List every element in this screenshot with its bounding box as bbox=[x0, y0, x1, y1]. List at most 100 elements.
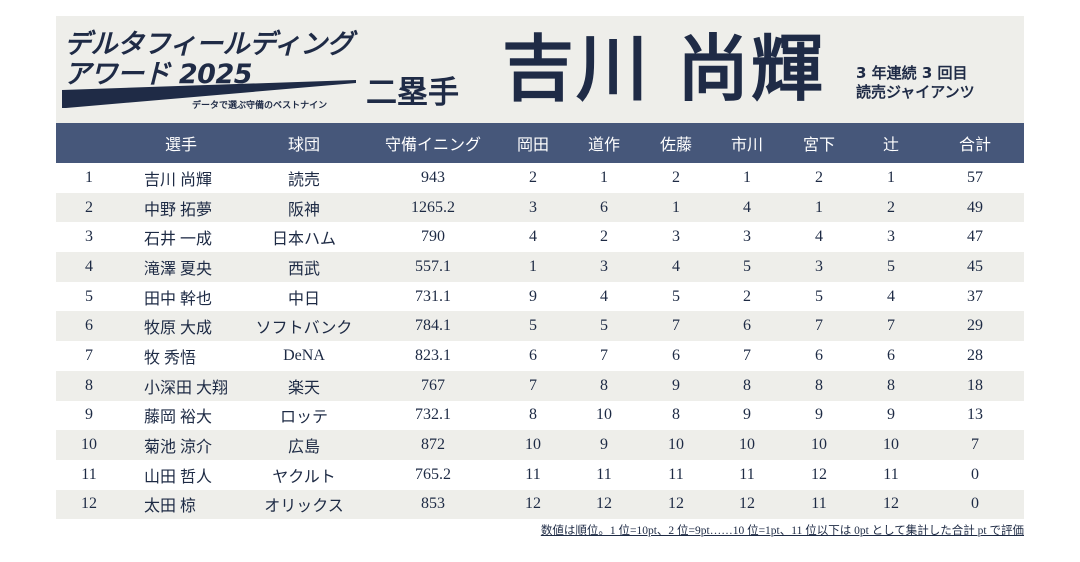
cell-miyashita: 4 bbox=[815, 228, 823, 246]
ranking-table: 選手 球団 守備イニング 岡田 道作 佐藤 市川 宮下辻合計 1 吉川 尚輝 読売 943 2 1 2 1 2… bbox=[56, 123, 1024, 520]
cell-total: 57 bbox=[967, 168, 983, 186]
cell-innings: 767 bbox=[421, 376, 445, 394]
cell-sato: 3 bbox=[672, 228, 680, 246]
table-row: 5 田中 幹也 中日 731.1 9 4 5 2 5 4 37 bbox=[56, 281, 1024, 312]
cell-team: ヤクルト bbox=[272, 468, 336, 486]
column-header-team: 球団 bbox=[287, 137, 320, 154]
cell-ichikawa: 4 bbox=[743, 198, 751, 216]
cell-okada: 12 bbox=[525, 495, 541, 513]
logo-swoosh bbox=[62, 80, 356, 108]
cell-sato: 12 bbox=[668, 495, 684, 513]
table-row: 8 小深田 大翔 楽天 767 7 8 9 8 8 8 18 bbox=[56, 370, 1024, 401]
cell-dosaku: 2 bbox=[600, 228, 608, 246]
cell-rank: 1 bbox=[85, 168, 93, 186]
cell-sato: 1 bbox=[672, 198, 680, 216]
cell-tsuji: 11 bbox=[883, 465, 899, 483]
cell-innings: 1265.2 bbox=[411, 198, 455, 216]
table-row: 10 菊池 涼介 広島 872 10 9 10 10 10 10 7 bbox=[56, 430, 1024, 460]
cell-sato: 2 bbox=[672, 168, 680, 186]
cell-team: DeNA bbox=[283, 346, 325, 364]
cell-team: 楽天 bbox=[287, 379, 320, 397]
cell-sato: 8 bbox=[672, 406, 680, 424]
cell-ichikawa: 5 bbox=[743, 257, 751, 275]
cell-tsuji: 10 bbox=[883, 436, 899, 454]
cell-ichikawa: 12 bbox=[739, 495, 755, 513]
cell-ichikawa: 1 bbox=[743, 168, 751, 186]
cell-player: 牧原 大成 bbox=[144, 320, 213, 338]
cell-player: 吉川 尚輝 bbox=[144, 171, 213, 189]
cell-innings: 731.1 bbox=[415, 287, 451, 305]
cell-innings: 784.1 bbox=[415, 317, 451, 335]
cell-dosaku: 11 bbox=[596, 465, 612, 483]
column-header-player: 選手 bbox=[164, 137, 197, 154]
cell-miyashita: 1 bbox=[815, 198, 823, 216]
cell-ichikawa: 11 bbox=[739, 465, 755, 483]
cell-dosaku: 8 bbox=[600, 376, 608, 394]
cell-team: ロッテ bbox=[279, 409, 328, 427]
cell-player: 中野 拓夢 bbox=[144, 201, 213, 219]
cell-team: ソフトバンク bbox=[255, 320, 353, 338]
cell-team: 阪神 bbox=[287, 201, 320, 219]
cell-innings: 790 bbox=[421, 228, 445, 246]
cell-tsuji: 5 bbox=[887, 257, 895, 275]
table-row: 12 太田 椋 オリックス 853 12 12 12 12 11 12 0 bbox=[56, 489, 1024, 520]
cell-tsuji: 2 bbox=[887, 198, 895, 216]
cell-rank: 11 bbox=[81, 465, 97, 483]
column-header-innings: 守備イニング bbox=[384, 137, 481, 154]
cell-team: 読売 bbox=[287, 171, 320, 189]
cell-sato: 10 bbox=[668, 436, 684, 454]
cell-player: 藤岡 裕大 bbox=[144, 409, 213, 427]
cell-rank: 12 bbox=[81, 495, 97, 513]
column-header-total: 合計 bbox=[958, 137, 991, 154]
cell-ichikawa: 9 bbox=[743, 406, 751, 424]
cell-total: 18 bbox=[967, 376, 983, 394]
cell-miyashita: 10 bbox=[811, 436, 827, 454]
cell-team: 中日 bbox=[287, 290, 320, 308]
cell-tsuji: 7 bbox=[887, 317, 895, 335]
column-header-sato: 佐藤 bbox=[659, 137, 692, 154]
cell-total: 49 bbox=[967, 198, 983, 216]
cell-miyashita: 3 bbox=[815, 257, 823, 275]
cell-miyashita: 6 bbox=[815, 346, 823, 364]
cell-ichikawa: 2 bbox=[743, 287, 751, 305]
cell-dosaku: 10 bbox=[596, 406, 612, 424]
cell-miyashita: 11 bbox=[811, 495, 827, 513]
cell-tsuji: 12 bbox=[883, 495, 899, 513]
cell-okada: 4 bbox=[529, 228, 537, 246]
cell-okada: 8 bbox=[529, 406, 537, 424]
cell-okada: 6 bbox=[529, 346, 537, 364]
cell-total: 0 bbox=[971, 495, 979, 513]
cell-sato: 7 bbox=[672, 317, 680, 335]
cell-team: オリックス bbox=[264, 498, 344, 516]
cell-sato: 9 bbox=[672, 376, 680, 394]
cell-rank: 3 bbox=[85, 228, 93, 246]
award-tagline: データで選ぶ守備のベストナイン bbox=[192, 101, 328, 111]
table-row: 1 吉川 尚輝 読売 943 2 1 2 1 2 1 57 bbox=[56, 163, 1024, 193]
cell-rank: 4 bbox=[85, 257, 93, 275]
cell-sato: 6 bbox=[672, 346, 680, 364]
cell-rank: 9 bbox=[85, 406, 93, 424]
cell-innings: 853 bbox=[421, 495, 445, 513]
cell-tsuji: 8 bbox=[887, 376, 895, 394]
cell-innings: 823.1 bbox=[415, 346, 451, 364]
cell-ichikawa: 10 bbox=[739, 436, 755, 454]
cell-player: 石井 一成 bbox=[144, 231, 213, 249]
cell-dosaku: 5 bbox=[600, 317, 608, 335]
cell-miyashita: 2 bbox=[815, 168, 823, 186]
cell-player: 田中 幹也 bbox=[144, 290, 213, 308]
winner-team: 読売ジャイアンツ bbox=[856, 83, 975, 101]
winner-streak: 3 年連続 3 回目 読売ジャイアンツ bbox=[856, 64, 975, 102]
cell-tsuji: 4 bbox=[887, 287, 895, 305]
cell-ichikawa: 3 bbox=[743, 228, 751, 246]
cell-dosaku: 6 bbox=[600, 198, 608, 216]
cell-innings: 872 bbox=[421, 436, 445, 454]
column-header-ichikawa: 市川 bbox=[730, 137, 763, 154]
cell-innings: 732.1 bbox=[415, 406, 451, 424]
column-header-tsuji: 辻 bbox=[882, 137, 899, 154]
cell-player: 山田 哲人 bbox=[144, 468, 213, 486]
cell-okada: 1 bbox=[529, 257, 537, 275]
cell-tsuji: 1 bbox=[887, 168, 895, 186]
footnote: 数値は順位。1 位=10pt、2 位=9pt……10 位=1pt、11 位以下は… bbox=[540, 525, 1024, 537]
cell-dosaku: 1 bbox=[600, 168, 608, 186]
cell-rank: 6 bbox=[85, 317, 93, 335]
